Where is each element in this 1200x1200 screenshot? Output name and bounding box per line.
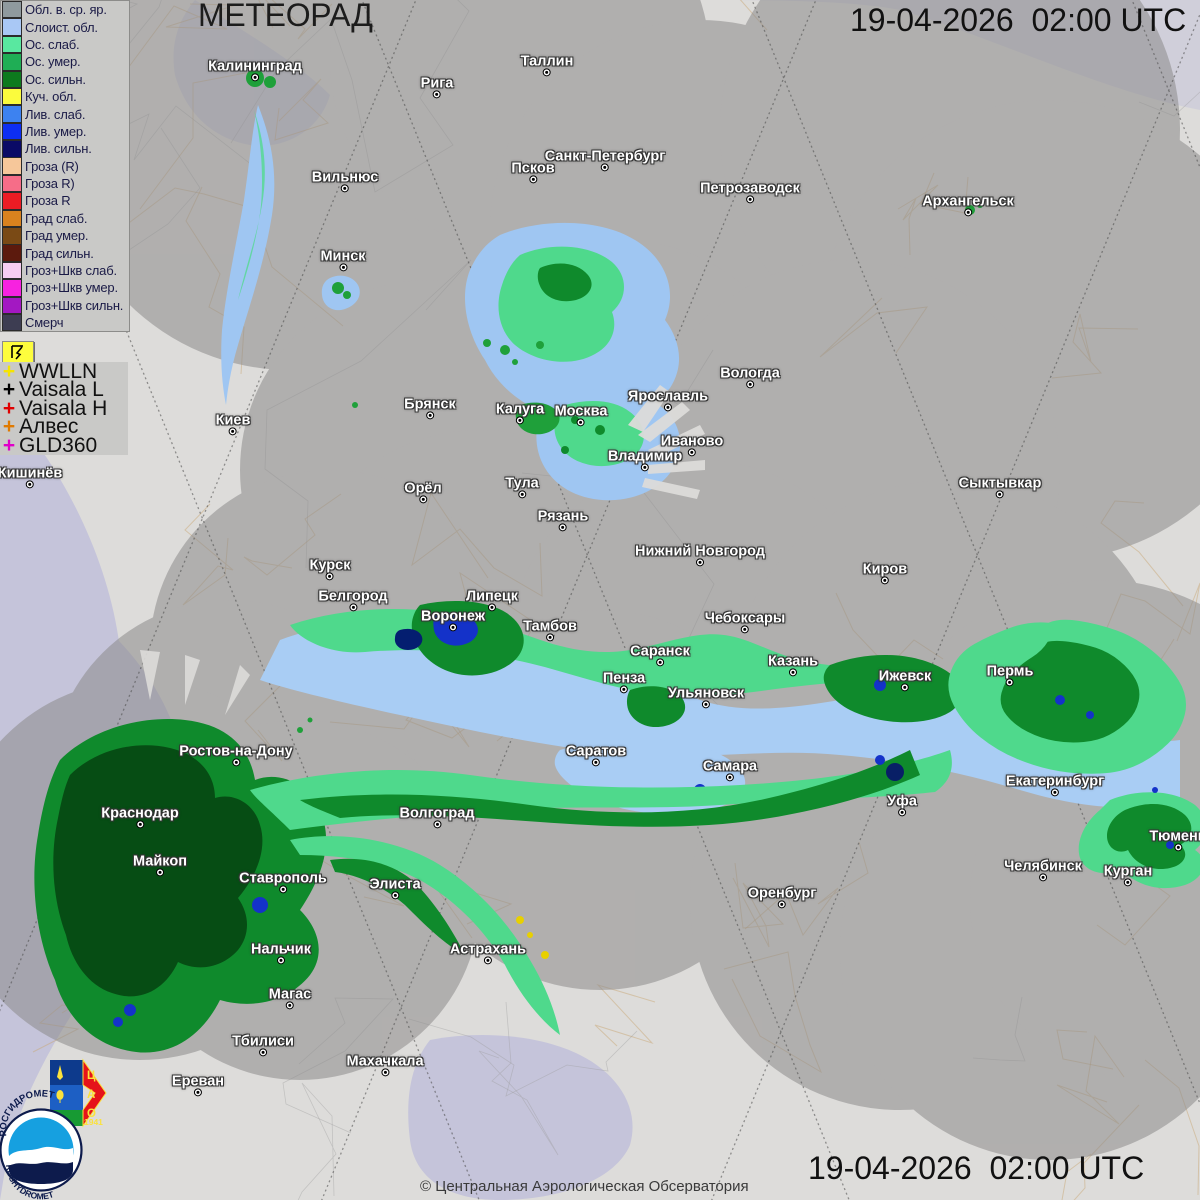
- svg-text:Ц: Ц: [87, 1070, 96, 1082]
- svg-text:А: А: [87, 1089, 95, 1101]
- svg-text:1941: 1941: [84, 1117, 103, 1127]
